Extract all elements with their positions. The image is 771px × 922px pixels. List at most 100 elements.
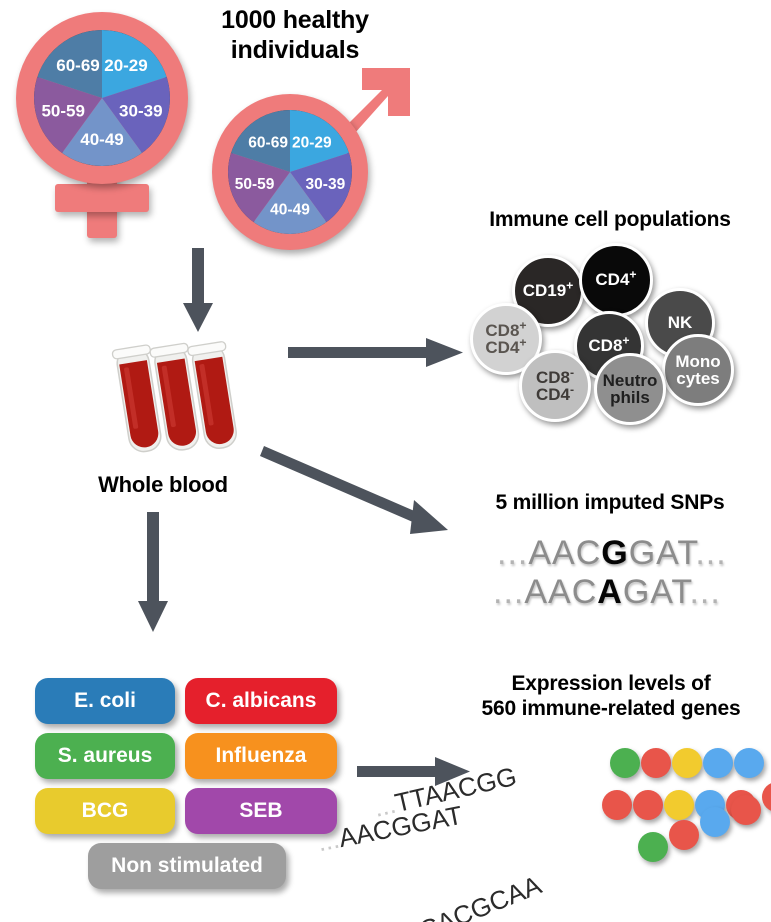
arrow-blood-to-immune-cells (288, 338, 463, 367)
gene-bead (734, 748, 764, 778)
gene-bead (762, 782, 771, 813)
pie-label-30-39: 30-39 (119, 102, 162, 121)
pie-slice-30-39 (290, 152, 352, 223)
blood-tubes (111, 341, 237, 453)
snp-g-variant: G (601, 534, 629, 572)
arrow-shape (260, 446, 448, 534)
pie-label-20-29: 20-29 (292, 134, 332, 151)
immune-cell-label: CD8- CD4- (535, 365, 575, 404)
immune-cell-neutrophils[interactable]: Neutro phils (594, 353, 666, 425)
immune-cell-label: Mono cytes (675, 351, 721, 388)
immune-cell-label: CD4+ (595, 267, 637, 290)
pie-label-50-59: 50-59 (41, 102, 84, 121)
gene-bead (610, 748, 640, 778)
gene-bead (672, 748, 702, 778)
stimulus-bcg[interactable]: BCG (35, 788, 175, 834)
gene-bead (731, 794, 761, 825)
pie-label-50-59: 50-59 (235, 176, 275, 193)
arrow-blood-to-snps (260, 446, 448, 534)
immune-cells-title: Immune cell populations (489, 208, 731, 231)
blood-tube (149, 342, 200, 451)
male-symbol: 20-29 30-39 40-49 50-59 60-69 (198, 68, 428, 259)
female-pie-svg: 20-29 30-39 40-49 50-59 60-69 (34, 30, 170, 166)
pie-slice-40-49 (62, 98, 142, 166)
snp-a-suffix: ... (689, 573, 721, 611)
pie-slice-40-49 (253, 172, 327, 234)
snp-g-left: AAC (528, 534, 602, 572)
cohort-title-line1: 1000 healthy (221, 6, 369, 34)
gene-bead (703, 748, 733, 778)
snp-allele-a: ...AACAGAT... (493, 573, 721, 612)
pie-label-20-29: 20-29 (104, 56, 147, 75)
gene-bead (602, 790, 632, 820)
immune-cell-label: CD19+ (522, 278, 574, 301)
pie-slice-20-29 (290, 110, 349, 172)
immune-cell-monocytes[interactable]: Mono cytes (662, 334, 734, 406)
snps-title: 5 million imputed SNPs (495, 491, 725, 514)
arrow-down-blood-to-stimuli (138, 512, 168, 632)
pie-slice-50-59 (228, 152, 290, 223)
immune-cell-label: CD8+ (588, 333, 630, 356)
pie-slice-30-39 (102, 76, 170, 154)
snp-a-variant: A (597, 573, 623, 611)
arrow-shape (288, 338, 463, 367)
snp-g-prefix: ... (497, 534, 529, 572)
snp-g-right: GAT (628, 534, 696, 572)
pie-label-60-69: 60-69 (248, 134, 288, 151)
expression-title-line2: 560 immune-related genes (481, 696, 741, 720)
immune-cell-label: NK (667, 313, 693, 333)
pie-slice-60-69 (231, 110, 290, 172)
blood-tube (111, 344, 162, 453)
immune-cell-label: CD8+ CD4+ (485, 318, 527, 357)
blood-tube (187, 341, 237, 449)
stimulus-influenza[interactable]: Influenza (185, 733, 337, 779)
male-pie-svg: 20-29 30-39 40-49 50-59 60-69 (228, 110, 352, 234)
male-pie-slices: 20-29 30-39 40-49 50-59 60-69 (228, 110, 352, 234)
gene-bead (669, 819, 699, 850)
gene-bead (700, 807, 730, 838)
arrow-stimuli-to-expression (357, 757, 470, 786)
snp-g-suffix: ... (695, 534, 727, 572)
expression-title: Expression levels of 560 immune-related … (455, 672, 767, 722)
pie-label-40-49: 40-49 (80, 130, 123, 149)
pie-label-30-39: 30-39 (306, 176, 346, 193)
strand-sequence: CACGCAA (414, 869, 546, 922)
pie-slice-50-59 (34, 76, 102, 154)
female-age-pie: 20-29 30-39 40-49 50-59 60-69 (34, 30, 170, 166)
arrow-down-cohort-to-blood (183, 248, 213, 332)
strand-text-3: ...CACGCAA (395, 870, 546, 922)
cohort-title: 1000 healthy individuals (180, 6, 410, 65)
stimulus-seb[interactable]: SEB (185, 788, 337, 834)
immune-cell-cd8cd4neg[interactable]: CD8- CD4- (519, 350, 591, 422)
female-symbol-crossbar (55, 184, 149, 212)
female-pie-slices: 20-29 30-39 40-49 50-59 60-69 (34, 30, 170, 166)
cohort-title-line2: individuals (230, 35, 360, 64)
pie-slice-60-69 (37, 30, 102, 98)
female-symbol: 20-29 30-39 40-49 50-59 60-69 (8, 8, 198, 238)
gene-bead (638, 832, 668, 862)
expression-title-line1: Expression levels of (511, 672, 711, 695)
snp-a-right: GAT (622, 573, 690, 611)
male-age-pie: 20-29 30-39 40-49 50-59 60-69 (228, 110, 352, 234)
snp-a-left: AAC (524, 573, 598, 611)
stimulus-s-aureus[interactable]: S. aureus (35, 733, 175, 779)
pie-slice-20-29 (102, 30, 167, 98)
snp-a-prefix: ... (493, 573, 525, 611)
whole-blood-label: Whole blood (98, 472, 228, 497)
stimulus-e-coli[interactable]: E. coli (35, 678, 175, 724)
arrow-shape (138, 512, 168, 632)
arrow-shape (183, 248, 213, 332)
snp-allele-g: ...AACGGAT... (497, 534, 727, 573)
gene-bead (641, 748, 671, 778)
pie-label-40-49: 40-49 (270, 202, 310, 219)
arrow-shape (357, 757, 470, 786)
gene-bead (664, 790, 694, 820)
pie-label-60-69: 60-69 (56, 56, 99, 75)
stimulus-c-albicans[interactable]: C. albicans (185, 678, 337, 724)
stimulus-non-stimulated[interactable]: Non stimulated (88, 843, 286, 889)
immune-cell-label: Neutro phils (602, 370, 658, 407)
